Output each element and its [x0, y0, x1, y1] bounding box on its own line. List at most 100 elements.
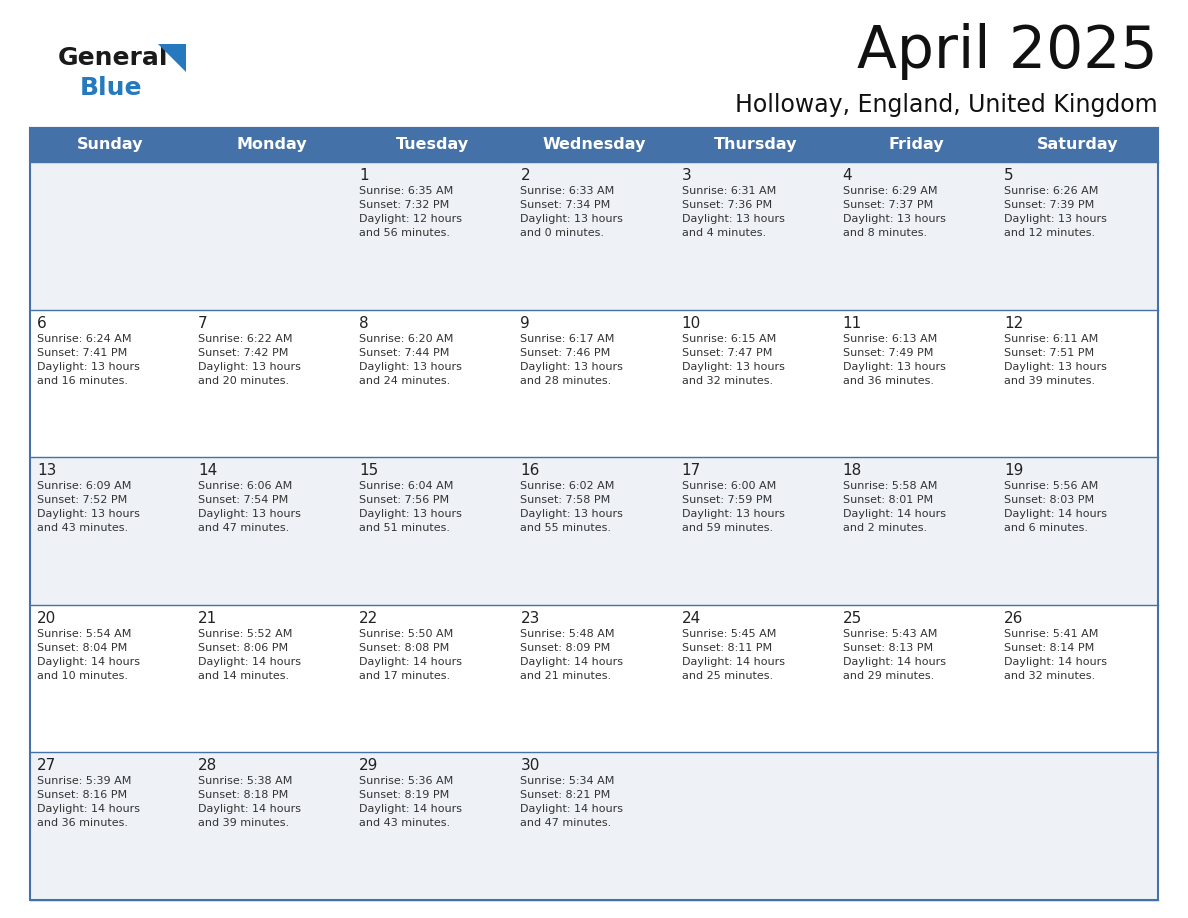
Bar: [513, 162, 675, 309]
Text: 12: 12: [1004, 316, 1023, 330]
Text: Sunrise: 6:04 AM
Sunset: 7:56 PM
Daylight: 13 hours
and 51 minutes.: Sunrise: 6:04 AM Sunset: 7:56 PM Dayligh…: [359, 481, 462, 533]
Text: 1: 1: [359, 168, 369, 183]
Text: Sunrise: 5:50 AM
Sunset: 8:08 PM
Daylight: 14 hours
and 17 minutes.: Sunrise: 5:50 AM Sunset: 8:08 PM Dayligh…: [359, 629, 462, 681]
Text: Sunrise: 6:24 AM
Sunset: 7:41 PM
Daylight: 13 hours
and 16 minutes.: Sunrise: 6:24 AM Sunset: 7:41 PM Dayligh…: [37, 333, 140, 386]
Bar: [191, 162, 353, 309]
Text: Sunrise: 6:13 AM
Sunset: 7:49 PM
Daylight: 13 hours
and 36 minutes.: Sunrise: 6:13 AM Sunset: 7:49 PM Dayligh…: [842, 333, 946, 386]
Bar: [835, 128, 997, 162]
Bar: [997, 605, 1158, 753]
Text: 24: 24: [682, 610, 701, 626]
Bar: [675, 457, 835, 605]
Bar: [30, 128, 191, 162]
Bar: [997, 457, 1158, 605]
Text: Sunrise: 5:48 AM
Sunset: 8:09 PM
Daylight: 14 hours
and 21 minutes.: Sunrise: 5:48 AM Sunset: 8:09 PM Dayligh…: [520, 629, 624, 681]
Text: 15: 15: [359, 464, 379, 478]
Text: 25: 25: [842, 610, 862, 626]
Bar: [513, 128, 675, 162]
Bar: [191, 128, 353, 162]
Text: 6: 6: [37, 316, 46, 330]
Text: Sunrise: 5:38 AM
Sunset: 8:18 PM
Daylight: 14 hours
and 39 minutes.: Sunrise: 5:38 AM Sunset: 8:18 PM Dayligh…: [198, 777, 301, 828]
Text: 23: 23: [520, 610, 539, 626]
Text: 20: 20: [37, 610, 56, 626]
Text: Thursday: Thursday: [713, 138, 797, 152]
Text: 7: 7: [198, 316, 208, 330]
Text: Wednesday: Wednesday: [542, 138, 646, 152]
Text: 3: 3: [682, 168, 691, 183]
Bar: [30, 605, 191, 753]
Text: Sunrise: 6:35 AM
Sunset: 7:32 PM
Daylight: 12 hours
and 56 minutes.: Sunrise: 6:35 AM Sunset: 7:32 PM Dayligh…: [359, 186, 462, 238]
Bar: [835, 753, 997, 900]
Bar: [997, 753, 1158, 900]
Polygon shape: [158, 44, 187, 72]
Text: Sunrise: 5:43 AM
Sunset: 8:13 PM
Daylight: 14 hours
and 29 minutes.: Sunrise: 5:43 AM Sunset: 8:13 PM Dayligh…: [842, 629, 946, 681]
Text: Sunrise: 5:52 AM
Sunset: 8:06 PM
Daylight: 14 hours
and 14 minutes.: Sunrise: 5:52 AM Sunset: 8:06 PM Dayligh…: [198, 629, 301, 681]
Text: Sunrise: 6:31 AM
Sunset: 7:36 PM
Daylight: 13 hours
and 4 minutes.: Sunrise: 6:31 AM Sunset: 7:36 PM Dayligh…: [682, 186, 784, 238]
Text: 30: 30: [520, 758, 539, 773]
Text: 16: 16: [520, 464, 539, 478]
Bar: [353, 162, 513, 309]
Bar: [675, 128, 835, 162]
Text: General: General: [58, 46, 169, 70]
Bar: [675, 753, 835, 900]
Bar: [191, 605, 353, 753]
Bar: [835, 605, 997, 753]
Bar: [675, 309, 835, 457]
Bar: [835, 309, 997, 457]
Text: Tuesday: Tuesday: [397, 138, 469, 152]
Bar: [191, 309, 353, 457]
Bar: [353, 605, 513, 753]
Text: Sunrise: 6:26 AM
Sunset: 7:39 PM
Daylight: 13 hours
and 12 minutes.: Sunrise: 6:26 AM Sunset: 7:39 PM Dayligh…: [1004, 186, 1107, 238]
Text: 28: 28: [198, 758, 217, 773]
Bar: [997, 309, 1158, 457]
Text: 17: 17: [682, 464, 701, 478]
Text: 8: 8: [359, 316, 369, 330]
Bar: [675, 605, 835, 753]
Text: Sunrise: 5:56 AM
Sunset: 8:03 PM
Daylight: 14 hours
and 6 minutes.: Sunrise: 5:56 AM Sunset: 8:03 PM Dayligh…: [1004, 481, 1107, 533]
Text: 13: 13: [37, 464, 56, 478]
Text: 9: 9: [520, 316, 530, 330]
Text: 5: 5: [1004, 168, 1013, 183]
Bar: [30, 162, 191, 309]
Text: 10: 10: [682, 316, 701, 330]
Bar: [30, 457, 191, 605]
Text: 18: 18: [842, 464, 862, 478]
Text: Sunrise: 5:39 AM
Sunset: 8:16 PM
Daylight: 14 hours
and 36 minutes.: Sunrise: 5:39 AM Sunset: 8:16 PM Dayligh…: [37, 777, 140, 828]
Text: Saturday: Saturday: [1037, 138, 1118, 152]
Bar: [997, 128, 1158, 162]
Text: 22: 22: [359, 610, 379, 626]
Bar: [30, 128, 1158, 900]
Text: Sunrise: 5:58 AM
Sunset: 8:01 PM
Daylight: 14 hours
and 2 minutes.: Sunrise: 5:58 AM Sunset: 8:01 PM Dayligh…: [842, 481, 946, 533]
Text: Sunrise: 5:34 AM
Sunset: 8:21 PM
Daylight: 14 hours
and 47 minutes.: Sunrise: 5:34 AM Sunset: 8:21 PM Dayligh…: [520, 777, 624, 828]
Text: Sunrise: 5:36 AM
Sunset: 8:19 PM
Daylight: 14 hours
and 43 minutes.: Sunrise: 5:36 AM Sunset: 8:19 PM Dayligh…: [359, 777, 462, 828]
Text: 29: 29: [359, 758, 379, 773]
Text: 26: 26: [1004, 610, 1023, 626]
Bar: [353, 753, 513, 900]
Text: Sunrise: 5:45 AM
Sunset: 8:11 PM
Daylight: 14 hours
and 25 minutes.: Sunrise: 5:45 AM Sunset: 8:11 PM Dayligh…: [682, 629, 784, 681]
Bar: [513, 457, 675, 605]
Text: Sunrise: 6:15 AM
Sunset: 7:47 PM
Daylight: 13 hours
and 32 minutes.: Sunrise: 6:15 AM Sunset: 7:47 PM Dayligh…: [682, 333, 784, 386]
Text: 2: 2: [520, 168, 530, 183]
Text: April 2025: April 2025: [858, 24, 1158, 81]
Text: 4: 4: [842, 168, 852, 183]
Bar: [513, 309, 675, 457]
Bar: [997, 162, 1158, 309]
Bar: [191, 457, 353, 605]
Bar: [30, 753, 191, 900]
Bar: [191, 753, 353, 900]
Text: Monday: Monday: [236, 138, 307, 152]
Text: Holloway, England, United Kingdom: Holloway, England, United Kingdom: [735, 93, 1158, 117]
Text: Sunrise: 6:33 AM
Sunset: 7:34 PM
Daylight: 13 hours
and 0 minutes.: Sunrise: 6:33 AM Sunset: 7:34 PM Dayligh…: [520, 186, 624, 238]
Bar: [353, 309, 513, 457]
Text: Sunrise: 6:09 AM
Sunset: 7:52 PM
Daylight: 13 hours
and 43 minutes.: Sunrise: 6:09 AM Sunset: 7:52 PM Dayligh…: [37, 481, 140, 533]
Text: Sunrise: 6:02 AM
Sunset: 7:58 PM
Daylight: 13 hours
and 55 minutes.: Sunrise: 6:02 AM Sunset: 7:58 PM Dayligh…: [520, 481, 624, 533]
Bar: [353, 457, 513, 605]
Text: Sunrise: 5:54 AM
Sunset: 8:04 PM
Daylight: 14 hours
and 10 minutes.: Sunrise: 5:54 AM Sunset: 8:04 PM Dayligh…: [37, 629, 140, 681]
Text: Sunrise: 6:29 AM
Sunset: 7:37 PM
Daylight: 13 hours
and 8 minutes.: Sunrise: 6:29 AM Sunset: 7:37 PM Dayligh…: [842, 186, 946, 238]
Bar: [353, 128, 513, 162]
Text: Sunday: Sunday: [77, 138, 144, 152]
Bar: [835, 457, 997, 605]
Text: Sunrise: 6:11 AM
Sunset: 7:51 PM
Daylight: 13 hours
and 39 minutes.: Sunrise: 6:11 AM Sunset: 7:51 PM Dayligh…: [1004, 333, 1107, 386]
Text: Sunrise: 6:22 AM
Sunset: 7:42 PM
Daylight: 13 hours
and 20 minutes.: Sunrise: 6:22 AM Sunset: 7:42 PM Dayligh…: [198, 333, 301, 386]
Text: 11: 11: [842, 316, 862, 330]
Text: Sunrise: 6:20 AM
Sunset: 7:44 PM
Daylight: 13 hours
and 24 minutes.: Sunrise: 6:20 AM Sunset: 7:44 PM Dayligh…: [359, 333, 462, 386]
